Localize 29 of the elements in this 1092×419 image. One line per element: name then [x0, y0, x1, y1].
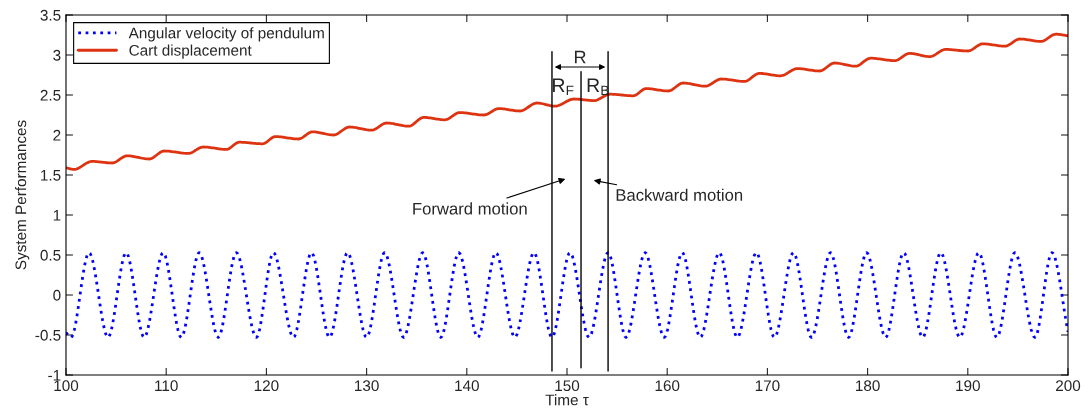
y-tick-label: 1.5: [41, 170, 61, 181]
legend-label: Angular velocity of pendulum: [128, 27, 324, 42]
y-tick-label: 3: [53, 49, 61, 61]
x-tick-label: 110: [155, 380, 178, 392]
annotation: R: [574, 50, 586, 64]
y-tick-label: 2.5: [40, 89, 61, 101]
y-axis-title: System Performances: [15, 120, 30, 270]
x-axis-title: Time τ: [545, 394, 589, 406]
x-tick-label: 200: [1056, 380, 1081, 392]
annotation: Forward motion: [413, 202, 527, 215]
y-tick-label: 0: [53, 289, 61, 301]
y-tick-label: 1: [53, 210, 61, 221]
x-tick-label: 100: [54, 380, 79, 392]
x-tick-label: 140: [455, 380, 479, 392]
x-tick-label: 190: [956, 380, 980, 392]
x-tick-label: 120: [254, 380, 279, 392]
annotation: R$_{F}$: [553, 78, 574, 96]
y-tick-label: -1: [48, 370, 61, 381]
x-tick-label: 160: [655, 380, 680, 392]
y-tick-label: 2: [53, 129, 61, 141]
annotation: Backward motion: [616, 188, 743, 201]
x-tick-label: 170: [755, 380, 780, 392]
x-tick-label: 180: [856, 380, 880, 392]
x-tick-label: 130: [355, 380, 379, 392]
y-tick-label: 0.5: [40, 249, 61, 261]
legend-label: Cart displacement: [129, 44, 252, 59]
x-tick-label: 150: [555, 380, 580, 392]
y-tick-label: -0.5: [35, 329, 61, 341]
y-tick-label: 3.5: [40, 9, 61, 21]
